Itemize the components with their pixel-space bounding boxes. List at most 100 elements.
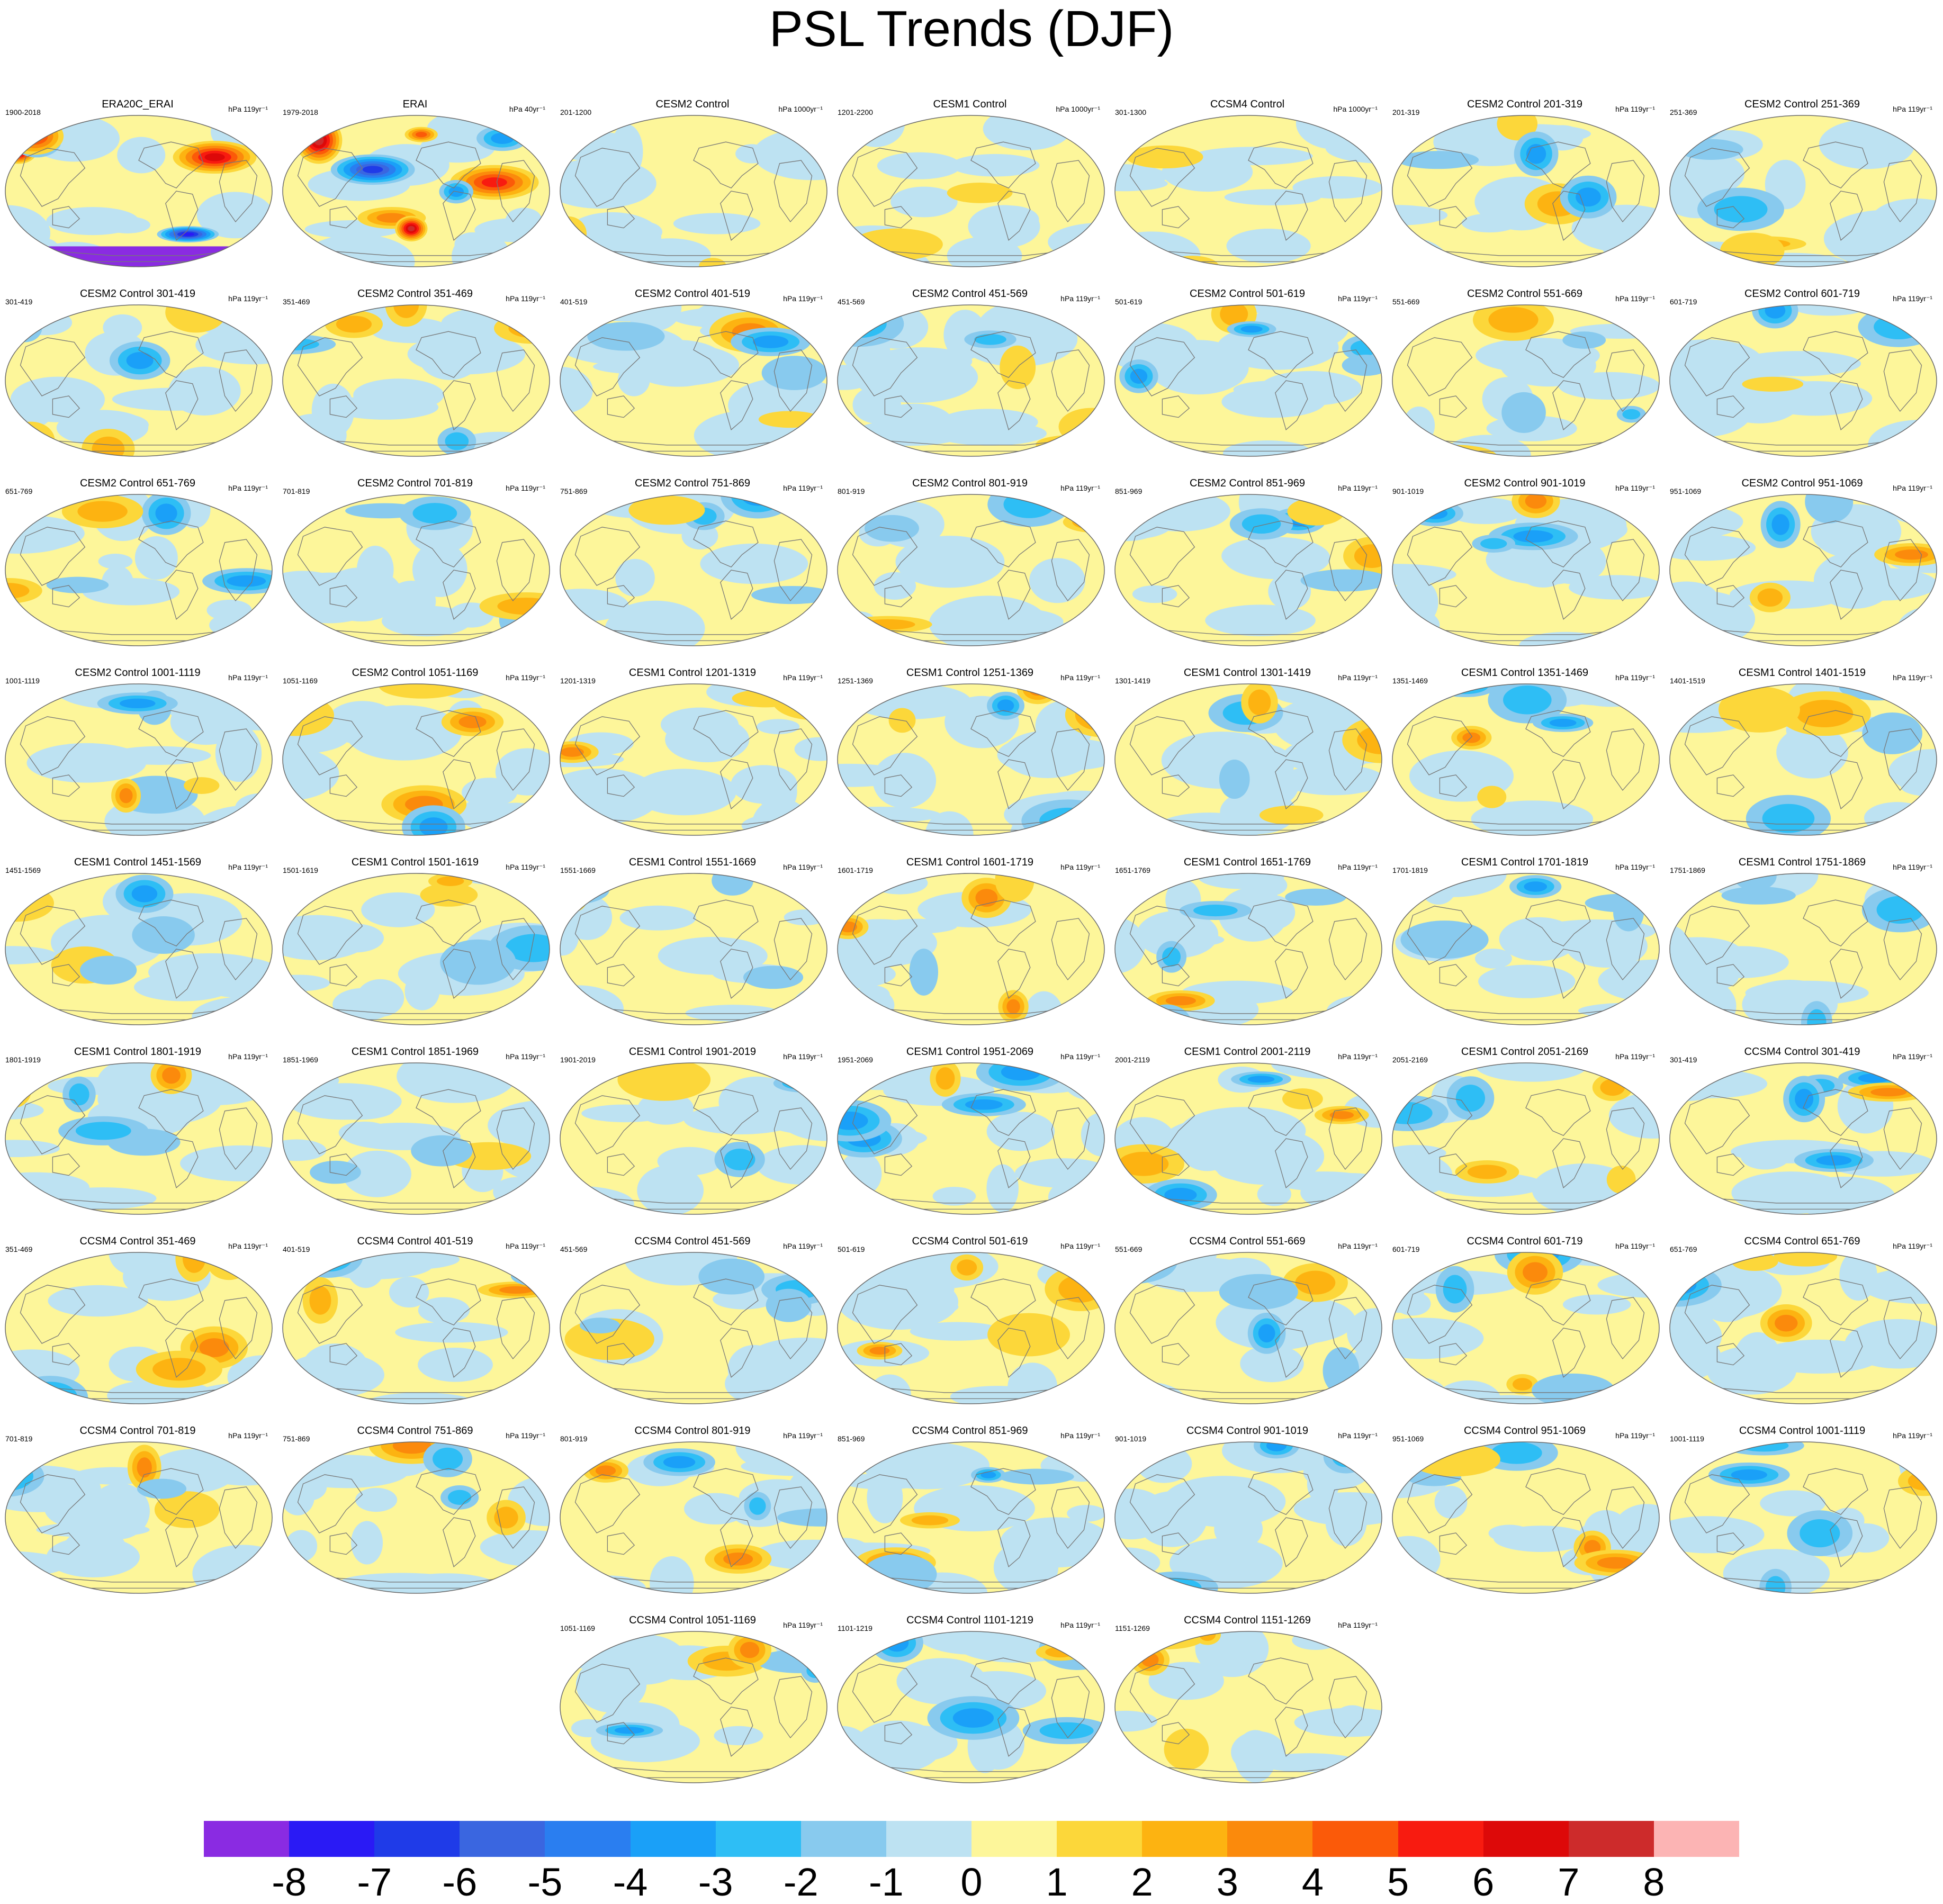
panel-years: 351-469 [283,297,310,306]
trend-map [5,1062,273,1215]
map-outline [282,683,550,836]
map-anomaly [650,1556,694,1593]
map-anomaly [663,1456,696,1468]
coastline [329,1343,358,1366]
trend-map [1114,494,1382,646]
coastline [138,710,204,757]
map-anomaly [221,119,249,132]
map-panel: CESM1 Control 1651-1769 1651-1769 hPa 119y… [1110,856,1385,1031]
map-anomaly [5,946,57,964]
map-anomaly [1477,786,1507,808]
map-anomaly [857,989,895,1021]
coastline [165,570,199,620]
coastline [997,1328,1031,1378]
map-anomaly [1323,1347,1360,1394]
map-anomaly [749,1497,766,1515]
coastline [1248,710,1314,757]
panel-units: hPa 119yr⁻¹ [506,294,545,303]
map-anomaly [1670,305,1695,315]
map-anomaly [1392,882,1408,898]
map-anomaly [563,819,588,834]
map-anomaly [226,121,244,129]
map-anomaly [493,1177,541,1207]
map-anomaly [283,1063,326,1081]
map-anomaly [566,873,600,882]
map-anomaly [949,607,1064,636]
map-anomaly [1285,888,1346,906]
panel-title: CESM2 Control 701-819 [357,477,473,489]
map-anomaly [1409,1442,1500,1477]
map-anomaly [395,1322,508,1343]
trend-map [282,1252,550,1404]
map-panel: CESM1 Control 1301-1419 1301-1419 hPa 119y… [1110,667,1385,842]
coastline [1162,774,1190,797]
map-anomaly [1282,1088,1323,1109]
coastline [852,148,918,207]
map-anomaly [328,924,384,953]
map-anomaly [1539,538,1606,584]
panel-title: CESM1 Control 1851-1969 [351,1046,479,1058]
map-panel: CCSM4 Control 651-769 651-769 hPa 119yr⁻¹ [1665,1235,1940,1410]
coastline [1606,539,1645,602]
coastline [1830,1138,1863,1188]
map-anomaly [1292,1631,1340,1650]
coastline [720,1138,753,1188]
coastline [773,1486,813,1549]
coastline [1275,380,1308,430]
panel-title: CCSM4 Control 451-569 [634,1235,751,1247]
map-anomaly [624,344,740,386]
map-anomaly [560,1210,585,1214]
coastline [720,380,753,430]
trend-map [1114,683,1382,836]
coastline [970,1278,1036,1325]
map-anomaly [1233,380,1321,399]
map-anomaly [854,351,978,403]
coastline [997,380,1031,430]
coastline [1716,1532,1745,1555]
map-anomaly [587,322,665,351]
coastline [1803,710,1868,757]
map-anomaly [1913,313,1937,342]
map-anomaly [1462,732,1481,743]
coastline [720,1517,753,1567]
coastline [852,527,918,586]
coastline [1248,1657,1314,1704]
coastline [1716,774,1745,797]
map-outline [837,115,1105,267]
coastline [297,1095,363,1154]
coastline [443,1138,476,1188]
coastline [884,964,913,987]
map-anomaly [614,1727,645,1734]
coastline [720,191,753,241]
coastline [165,759,199,809]
map-anomaly [1115,164,1167,189]
map-anomaly [420,883,478,907]
map-anomaly [1695,873,1721,886]
coastline [1328,1676,1368,1739]
map-panel: CESM2 Control 251-369 251-369 hPa 119yr⁻¹ [1665,98,1940,273]
coastline [20,148,86,207]
panel-units: hPa 119yr⁻¹ [1893,294,1932,303]
coastline [1129,716,1195,775]
panel-title: CESM2 Control [655,98,730,110]
coastline [329,774,358,797]
coastline [1248,899,1314,946]
map-outline [282,304,550,457]
panel-title: CCSM4 Control 301-419 [1744,1046,1860,1058]
trend-map [560,1062,827,1215]
map-anomaly [890,186,958,218]
map-anomaly [1259,805,1324,825]
map-anomaly [1058,1275,1103,1303]
panel-years: 401-519 [283,1245,310,1253]
coastline [443,759,476,809]
map-anomaly [1414,504,1456,523]
coastline [1328,1486,1368,1549]
map-outline [1114,1631,1382,1783]
coastline [219,539,258,602]
coastline [1803,141,1868,188]
coastline [720,949,753,999]
coastline [329,395,358,418]
map-anomaly [1600,1079,1625,1096]
map-anomaly [1718,686,1800,733]
coastline [20,1285,86,1344]
